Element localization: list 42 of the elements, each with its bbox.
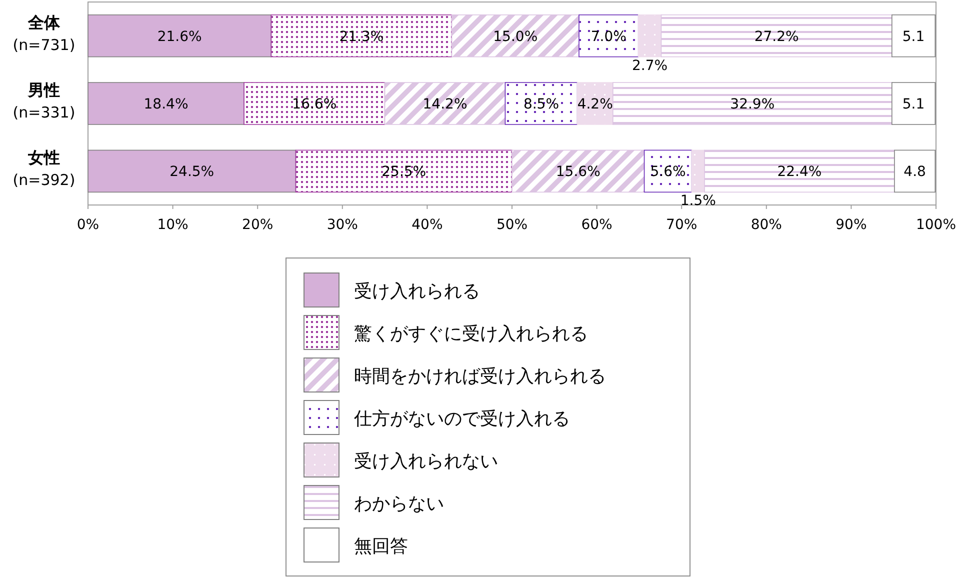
data-label: 8.5% <box>523 96 560 112</box>
x-tick-label: 20% <box>242 217 274 233</box>
x-tick-label: 40% <box>412 217 443 233</box>
data-label: 21.6% <box>157 28 202 45</box>
x-tick-label: 30% <box>326 217 358 233</box>
data-label: 5.1 <box>902 28 925 45</box>
data-label: 25.5% <box>382 164 426 180</box>
legend-label: 時間をかければ受け入れられる <box>354 366 606 387</box>
y-tick-label: 全体 (n=731) <box>12 12 76 54</box>
y-tick-label: 男性 (n=331) <box>12 80 76 122</box>
x-tick-label: 50% <box>496 217 528 233</box>
legend-label: 受け入れられない <box>354 451 498 472</box>
x-tick-label: 70% <box>666 217 698 233</box>
data-label: 24.5% <box>170 164 214 180</box>
data-label: 4.2% <box>577 96 613 112</box>
x-tick-label: 100% <box>916 217 956 233</box>
legend-label: 無回答 <box>354 536 408 557</box>
data-label: 5.1 <box>902 96 925 112</box>
x-tick-label: 80% <box>750 217 782 233</box>
data-label: 5.6% <box>650 164 686 180</box>
data-label: 4.8 <box>904 164 926 180</box>
data-label: 14.2% <box>422 96 468 112</box>
x-tick-label: 10% <box>157 217 188 233</box>
data-label: 15.0% <box>493 28 538 45</box>
data-label: 2.7% <box>632 58 668 74</box>
legend-label: 仕方がないので受け入れる <box>353 408 570 430</box>
data-label: 22.4% <box>777 164 822 180</box>
legend-label: 受け入れられる <box>354 281 480 302</box>
legend-label: 驚くがすぐに受け入れられる <box>354 324 588 344</box>
data-label: 7.0% <box>590 28 626 45</box>
x-tick-label: 60% <box>581 217 612 233</box>
data-label: 27.2% <box>754 28 799 45</box>
data-label: 16.6% <box>292 96 337 112</box>
data-label: 32.9% <box>730 96 775 112</box>
data-label: 21.3% <box>339 28 384 45</box>
data-label: 1.5% <box>680 193 716 210</box>
data-label: 18.4% <box>144 96 188 112</box>
x-tick-label: 0% <box>76 217 100 233</box>
x-tick-label: 90% <box>836 217 867 233</box>
legend-label: わからない <box>354 494 444 514</box>
y-tick-label: 女性 (n=392) <box>12 148 76 190</box>
data-label: 15.6% <box>556 164 600 180</box>
